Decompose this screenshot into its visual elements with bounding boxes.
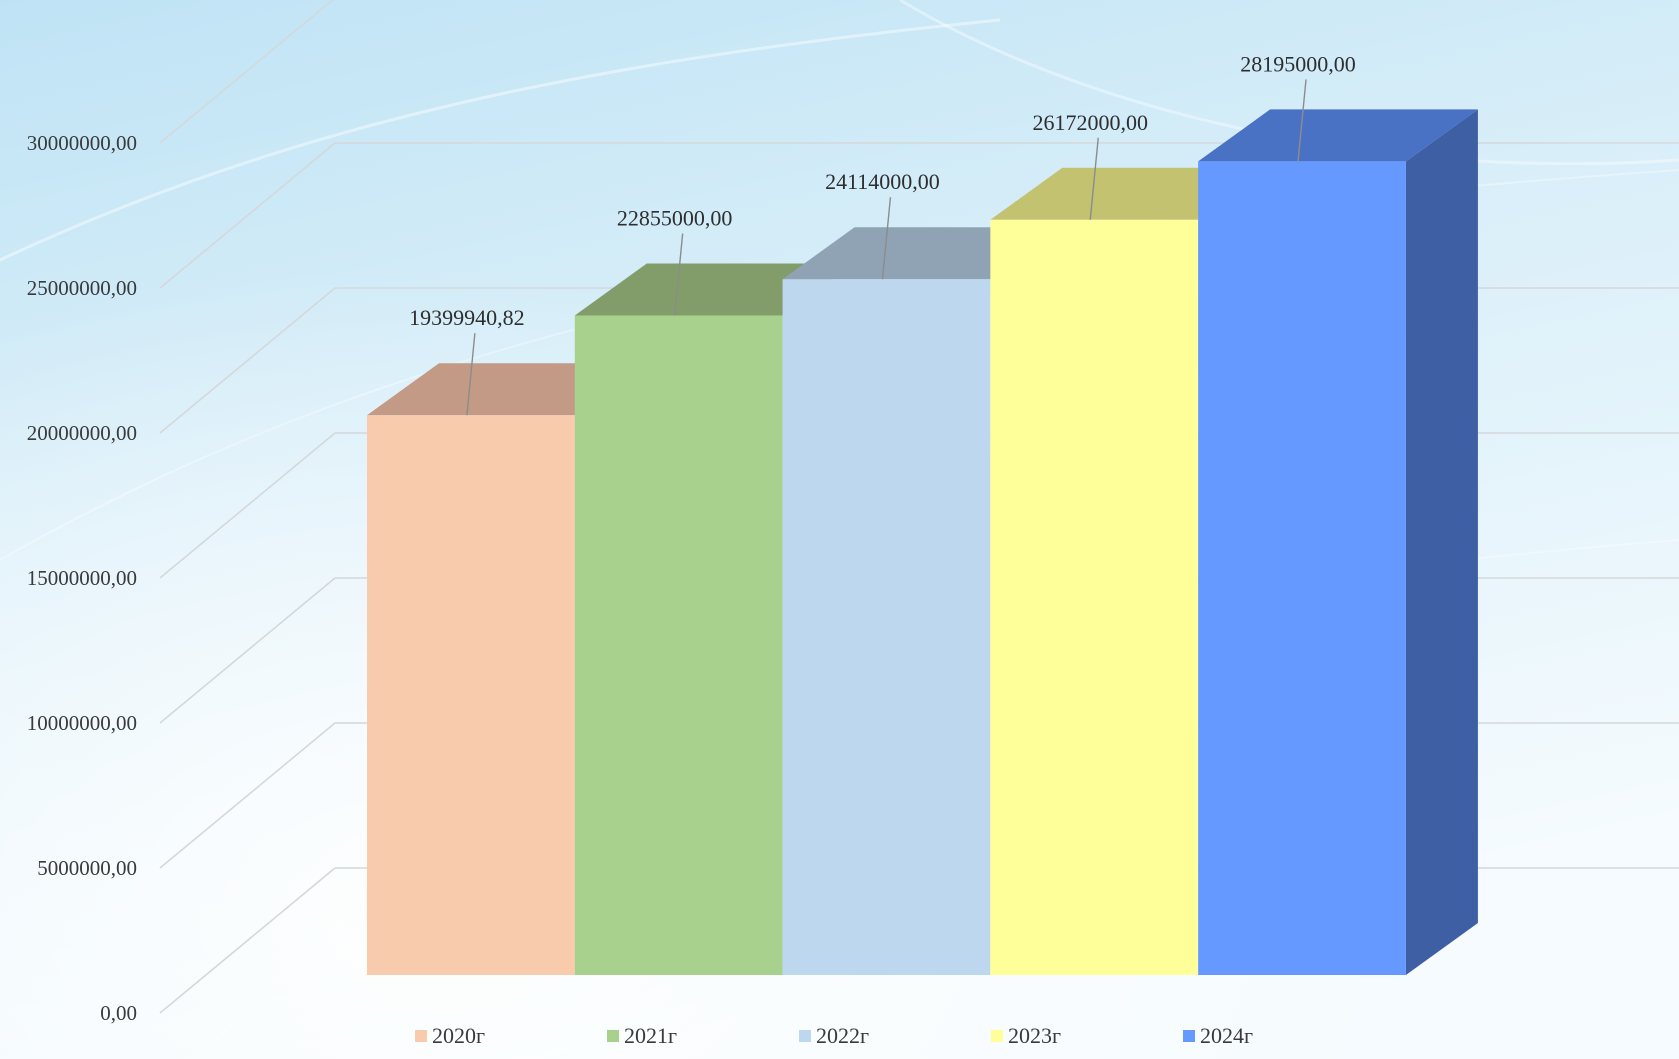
legend-swatch-2020г bbox=[415, 1030, 427, 1042]
bar-top-2024г bbox=[1198, 109, 1478, 162]
bar-2020г bbox=[367, 415, 575, 975]
gridline-diagonal bbox=[159, 577, 336, 724]
data-label-2021г: 22855000,00 bbox=[617, 206, 733, 231]
gridline-diagonal bbox=[159, 287, 336, 434]
data-label-2024г: 28195000,00 bbox=[1240, 51, 1356, 76]
data-label-leader bbox=[881, 197, 892, 280]
data-label-leader bbox=[673, 233, 684, 316]
gridline-diagonal bbox=[159, 142, 336, 289]
gridline-diagonal bbox=[159, 867, 336, 1014]
gridline-diagonal bbox=[159, 0, 334, 144]
data-label-2023г: 26172000,00 bbox=[1032, 110, 1148, 135]
legend-label-2024г: 2024г bbox=[1200, 1023, 1253, 1048]
y-axis-ticks: 0,00 5000000,00 10000000,00 15000000,00 2000… bbox=[27, 131, 137, 1025]
data-label-2020г: 19399940,82 bbox=[409, 305, 525, 330]
legend-label-2021г: 2021г bbox=[624, 1023, 677, 1048]
data-label-leader bbox=[1089, 137, 1099, 220]
data-labels: 19399940,82 22855000,00 24114000,00 2617200… bbox=[409, 51, 1356, 416]
legend-label-2023г: 2023г bbox=[1008, 1023, 1061, 1048]
bar-2024г bbox=[1198, 161, 1406, 975]
data-label-leader bbox=[1297, 79, 1307, 162]
bar-2023г bbox=[990, 219, 1199, 975]
y-tick-label: 30000000,00 bbox=[27, 131, 137, 155]
y-tick-label: 0,00 bbox=[100, 1001, 137, 1025]
data-label-2022г: 24114000,00 bbox=[825, 169, 940, 194]
data-label-leader bbox=[466, 333, 476, 416]
y-tick-label: 20000000,00 bbox=[27, 421, 137, 445]
bars bbox=[367, 109, 1478, 975]
legend-swatch-2022г bbox=[799, 1030, 811, 1042]
gridline-diagonal bbox=[159, 432, 336, 579]
y-tick-label: 25000000,00 bbox=[27, 276, 137, 300]
legend-swatch-2024г bbox=[1183, 1030, 1195, 1042]
legend-swatch-2023г bbox=[991, 1030, 1003, 1042]
legend-label-2022г: 2022г bbox=[816, 1023, 869, 1048]
legend-label-2020г: 2020г bbox=[432, 1023, 485, 1048]
bar-2022г bbox=[782, 279, 991, 975]
legend-swatch-2021г bbox=[607, 1030, 619, 1042]
gridline-diagonal bbox=[159, 722, 336, 869]
y-tick-label: 5000000,00 bbox=[37, 856, 137, 880]
y-tick-label: 15000000,00 bbox=[27, 566, 137, 590]
bar-2021г bbox=[574, 315, 783, 975]
bar-side-2024г bbox=[1405, 109, 1478, 975]
y-tick-label: 10000000,00 bbox=[27, 711, 137, 735]
legend: 2020г 2021г 2022г 2023г 2024г bbox=[415, 1023, 1253, 1048]
